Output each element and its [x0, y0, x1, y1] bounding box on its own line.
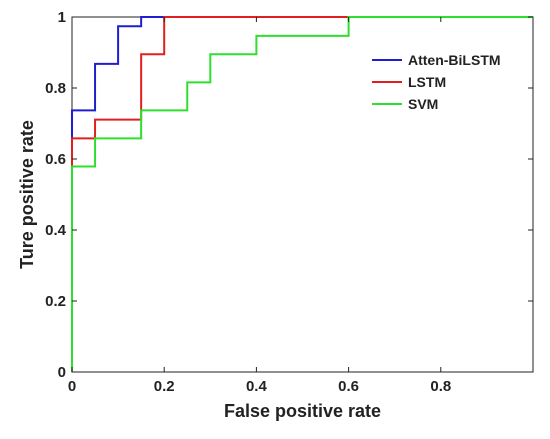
- legend-label-0: Atten-BiLSTM: [408, 52, 501, 68]
- x-tick-label: 0.8: [430, 378, 451, 395]
- legend-label-2: SVM: [408, 96, 438, 112]
- x-tick-label: 0.6: [338, 378, 359, 395]
- y-tick-label: 0.4: [45, 222, 67, 239]
- y-axis-ticks: 0 0.2 0.4 0.6 0.8 1: [45, 9, 533, 381]
- y-axis-label: Ture positive rate: [17, 120, 37, 269]
- series-layer: [71, 16, 533, 372]
- legend-label-1: LSTM: [408, 74, 446, 90]
- y-tick-label: 1: [58, 9, 66, 26]
- series-line-0: [71, 16, 533, 372]
- series-line-2: [71, 16, 533, 372]
- y-tick-label: 0: [58, 364, 66, 381]
- x-tick-label: 0: [68, 378, 76, 395]
- x-tick-label: 0.2: [154, 378, 175, 395]
- y-tick-label: 0.2: [45, 293, 66, 310]
- x-tick-label: 0.4: [246, 378, 268, 395]
- legend: Atten-BiLSTM LSTM SVM: [368, 48, 518, 118]
- y-tick-label: 0.8: [45, 80, 66, 97]
- x-axis-ticks: 0 0.2 0.4 0.6 0.8: [68, 17, 451, 395]
- y-tick-label: 0.6: [45, 151, 66, 168]
- x-axis-label: False positive rate: [224, 401, 381, 421]
